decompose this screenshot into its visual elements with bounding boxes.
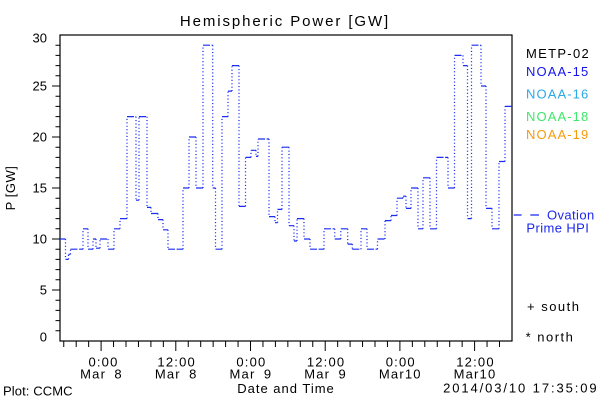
- svg-text:Mar 8: Mar 8: [80, 367, 123, 382]
- svg-text:Mar 9: Mar 9: [230, 367, 273, 382]
- svg-text:NOAA-15: NOAA-15: [526, 64, 589, 79]
- svg-text:METP-02: METP-02: [526, 46, 590, 61]
- svg-text:Date and Time: Date and Time: [237, 381, 335, 396]
- svg-text:12:00: 12:00: [157, 355, 196, 370]
- svg-text:0:00: 0:00: [88, 355, 118, 370]
- svg-text:* north: * north: [526, 329, 575, 344]
- svg-text:Hemispheric Power [GW]: Hemispheric Power [GW]: [180, 13, 390, 30]
- svg-text:Ovation: Ovation: [547, 208, 595, 223]
- svg-text:2014/03/10 17:35:09: 2014/03/10 17:35:09: [443, 381, 598, 396]
- svg-text:12:00: 12:00: [456, 355, 495, 370]
- svg-text:25: 25: [33, 79, 47, 94]
- svg-text:0: 0: [40, 330, 47, 345]
- svg-text:15: 15: [33, 181, 47, 196]
- svg-text:NOAA-16: NOAA-16: [526, 86, 589, 101]
- svg-text:Plot: CCMC: Plot: CCMC: [3, 384, 73, 399]
- svg-text:NOAA-18: NOAA-18: [526, 109, 589, 124]
- svg-text:Mar10: Mar10: [379, 367, 422, 382]
- svg-text:10: 10: [33, 232, 47, 247]
- svg-text:Prime HPI: Prime HPI: [526, 220, 589, 235]
- svg-text:30: 30: [33, 31, 47, 46]
- svg-text:12:00: 12:00: [307, 355, 346, 370]
- svg-text:0:00: 0:00: [236, 355, 266, 370]
- svg-text:0:00: 0:00: [386, 355, 416, 370]
- svg-text:P [GW]: P [GW]: [3, 166, 18, 211]
- svg-text:Mar 8: Mar 8: [155, 367, 198, 382]
- svg-text:5: 5: [40, 283, 47, 298]
- svg-text:NOAA-19: NOAA-19: [526, 127, 589, 142]
- svg-text:+ south: + south: [527, 299, 581, 314]
- svg-text:Mar 9: Mar 9: [304, 367, 347, 382]
- svg-text:Mar10: Mar10: [454, 367, 497, 382]
- svg-text:20: 20: [33, 130, 47, 145]
